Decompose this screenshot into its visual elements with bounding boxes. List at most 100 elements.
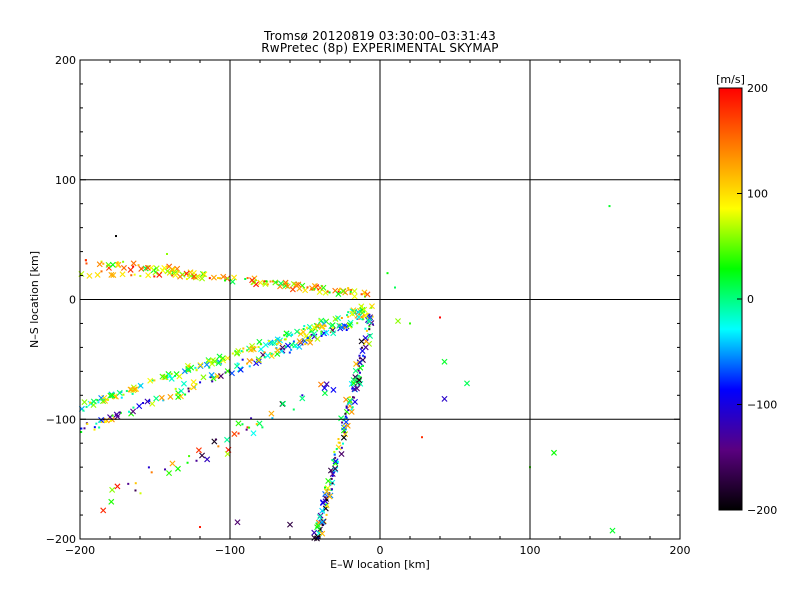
data-point-dot: [275, 347, 278, 350]
data-point-cross: [172, 272, 179, 279]
data-point-dot: [246, 277, 249, 280]
data-point-dot: [241, 423, 244, 426]
data-point-dot: [303, 325, 306, 328]
data-point-dot: [371, 315, 374, 318]
data-point-cross: [255, 357, 262, 364]
data-point-cross: [110, 272, 117, 279]
data-point-dot: [290, 348, 293, 351]
data-point-dot: [350, 289, 353, 292]
data-point-dot: [328, 291, 331, 294]
y-tick-label: 100: [55, 174, 76, 187]
data-point-dot: [84, 259, 87, 262]
data-point-cross: [268, 340, 275, 346]
data-point-dot: [330, 488, 333, 491]
data-point-cross: [321, 385, 328, 392]
data-point-dot: [137, 264, 140, 267]
data-point-cross: [287, 521, 293, 528]
data-point-dot: [358, 371, 361, 374]
data-point-dot: [259, 343, 262, 346]
data-point-dot: [345, 406, 348, 409]
data-point-cross: [94, 271, 101, 278]
data-point-cross: [166, 470, 173, 477]
data-point-dot: [324, 486, 327, 489]
data-point-cross: [229, 278, 236, 285]
data-point-cross: [168, 375, 175, 382]
data-point-cross: [197, 362, 204, 369]
data-point-cross: [299, 395, 306, 402]
data-point-cross: [346, 397, 353, 404]
data-point-cross: [215, 360, 222, 367]
data-point-dot: [150, 471, 153, 474]
data-point-dot: [360, 293, 363, 296]
data-point-dot: [288, 351, 291, 354]
data-point-cross: [133, 386, 140, 393]
data-point-dot: [188, 455, 191, 458]
data-point-dot: [368, 313, 371, 316]
data-point-dot: [211, 380, 214, 383]
data-point-cross: [205, 358, 212, 365]
data-point-dot: [359, 376, 362, 379]
data-point-dot: [286, 284, 289, 287]
data-point-dot: [127, 482, 130, 485]
data-point-dot: [245, 428, 248, 431]
data-point-dot: [100, 270, 103, 273]
data-point-cross: [159, 373, 166, 380]
data-point-cross: [368, 303, 375, 310]
data-point-cross: [231, 274, 238, 281]
data-point-dot: [116, 261, 119, 264]
data-point-dot: [218, 277, 221, 280]
x-tick-label: 100: [520, 544, 541, 557]
data-point-dot: [357, 374, 360, 377]
data-point-dot: [195, 459, 198, 462]
data-point-cross: [195, 447, 202, 454]
data-point-dot: [240, 350, 243, 353]
data-point-cross: [204, 456, 211, 463]
data-point-dot: [188, 365, 191, 368]
data-point-cross: [249, 277, 256, 284]
chart-subtitle: RwPretec (8p) EXPERIMENTAL SKYMAP: [261, 41, 499, 55]
data-point-dot: [340, 316, 343, 319]
data-point-dot: [217, 376, 220, 379]
data-point-cross: [149, 400, 156, 407]
data-point-cross: [250, 430, 257, 437]
data-point-dot: [189, 387, 192, 390]
data-point-cross: [279, 344, 286, 351]
data-point-dot: [335, 447, 338, 450]
data-point-dot: [394, 286, 396, 289]
data-point-cross: [220, 273, 227, 280]
data-point-dot: [100, 260, 103, 263]
data-point-dot: [325, 513, 328, 516]
data-point-dot: [360, 346, 363, 349]
data-point-dot: [254, 281, 257, 284]
data-point-cross: [326, 493, 333, 500]
data-point-dot: [284, 345, 287, 348]
data-point-cross: [234, 519, 241, 526]
data-point-cross: [395, 318, 401, 325]
data-point-cross: [100, 507, 107, 514]
data-point-dot: [104, 420, 107, 423]
data-point-dot: [306, 286, 309, 289]
data-point-dot: [133, 273, 136, 276]
data-point-dot: [439, 316, 441, 319]
data-point-dot: [122, 393, 125, 396]
data-point-cross: [217, 373, 224, 380]
data-point-cross: [177, 273, 184, 280]
data-point-cross: [156, 271, 163, 278]
data-point-dot: [349, 292, 352, 295]
data-point-dot: [194, 366, 197, 369]
data-point-dot: [187, 390, 190, 393]
data-point-dot: [187, 370, 190, 373]
data-point-cross: [319, 519, 326, 525]
data-point-dot: [341, 421, 344, 424]
data-point-cross: [311, 330, 318, 337]
data-point-cross: [353, 360, 360, 367]
data-point-cross: [322, 491, 329, 497]
data-point-cross: [108, 271, 115, 278]
data-point-dot: [358, 354, 361, 357]
data-point-dot: [130, 274, 133, 277]
data-point-dot: [301, 394, 304, 397]
data-point-cross: [174, 465, 181, 472]
data-point-dot: [199, 526, 201, 529]
data-point-dot: [85, 405, 88, 408]
data-point-cross: [332, 465, 339, 472]
